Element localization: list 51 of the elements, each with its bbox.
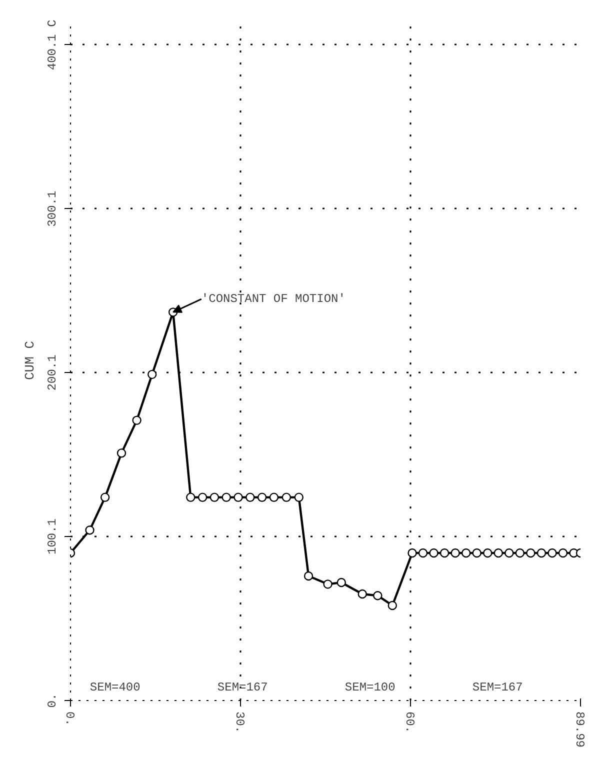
point: [558, 548, 568, 558]
point: [483, 548, 492, 558]
point: [100, 492, 110, 502]
point: [472, 548, 482, 558]
annotation: 'CONSTANT OF MOTION': [201, 292, 346, 306]
point: [148, 370, 157, 380]
point: [536, 548, 546, 558]
annotation: SEM=100: [344, 680, 396, 694]
point: [85, 526, 94, 535]
point: [440, 548, 450, 558]
y-axis-title: CUM C: [22, 340, 38, 380]
point: [515, 548, 525, 558]
point: [373, 591, 382, 600]
point: [461, 548, 471, 558]
point: [323, 580, 332, 589]
x-tick-label: 60.: [402, 712, 417, 734]
point: [257, 492, 267, 502]
point: [269, 492, 279, 502]
point: [222, 492, 231, 502]
point: [132, 416, 142, 425]
point: [304, 571, 314, 581]
point: [246, 492, 255, 502]
point: [282, 492, 292, 502]
annotation: SEM=167: [472, 680, 523, 694]
point: [388, 600, 397, 610]
annotation: SEM=400: [90, 680, 140, 694]
point: [526, 548, 536, 558]
point: [336, 578, 346, 588]
point: [450, 548, 460, 558]
point: [418, 548, 428, 558]
y-tick-label: 0.: [46, 693, 60, 708]
point: [429, 548, 438, 558]
annotation: SEM=167: [217, 680, 268, 694]
point: [116, 448, 126, 458]
point: [358, 589, 367, 599]
y-tick-label: 100.1: [46, 518, 60, 554]
y-tick-label: 200.1: [46, 354, 60, 391]
point: [548, 548, 557, 558]
point: [198, 492, 208, 502]
x-tick-label: 0.: [62, 712, 76, 726]
x-tick-label: 89.99: [572, 712, 586, 748]
point: [408, 548, 417, 558]
point: [234, 492, 243, 502]
x-tick-label: 30.: [232, 712, 247, 734]
y-tick-label: 400.1 C: [46, 20, 60, 70]
point: [210, 492, 220, 502]
point: [294, 492, 304, 502]
y-tick-label: 300.1: [46, 190, 60, 227]
point: [186, 492, 196, 502]
point: [504, 548, 514, 558]
point: [494, 548, 503, 558]
